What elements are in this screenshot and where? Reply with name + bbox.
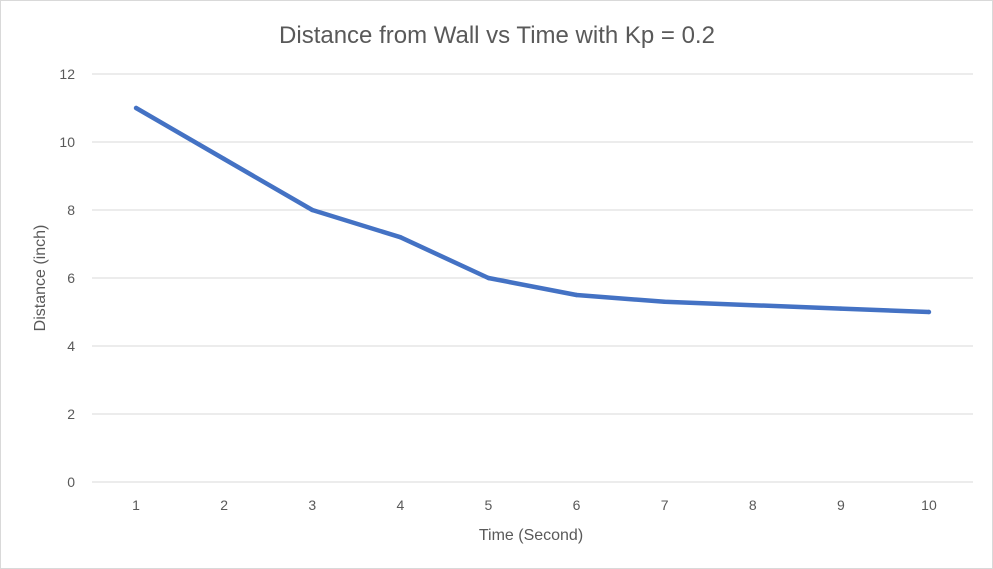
series [133,105,932,315]
x-tick-label: 8 [749,497,757,513]
data-point [310,207,315,213]
x-tick-label: 5 [485,497,493,513]
series-line [133,105,932,315]
x-axis-title: Time (Second) [479,527,583,544]
chart-title: Distance from Wall vs Time with Kp = 0.2 [279,22,715,49]
x-tick-label: 7 [661,497,669,513]
x-tick-label: 4 [396,497,404,513]
x-axis-ticks: 1 2 3 4 5 6 7 8 9 10 [132,497,937,513]
x-tick-label: 6 [573,497,581,513]
x-tick-label: 10 [921,497,937,513]
x-tick-label: 2 [220,497,228,513]
data-point [838,306,844,311]
y-tick-label: 0 [67,474,75,490]
y-tick-label: 10 [59,134,75,150]
y-tick-label: 12 [59,66,75,82]
data-point [486,275,491,281]
y-axis-title: Distance (inch) [32,225,49,332]
data-point [398,235,403,240]
x-tick-label: 3 [308,497,316,513]
x-tick-label: 9 [837,497,845,513]
y-tick-label: 2 [67,406,75,422]
y-axis-ticks: 0 2 4 6 8 10 12 [59,66,75,490]
y-tick-label: 8 [67,202,75,218]
data-point [750,303,755,308]
data-point [574,292,579,298]
data-point [133,105,139,111]
data-point [662,299,667,304]
data-point [221,156,227,162]
y-tick-label: 6 [67,270,75,286]
gridlines [92,73,973,483]
x-tick-label: 1 [132,497,140,513]
data-point [926,309,932,315]
y-tick-label: 4 [67,338,75,354]
